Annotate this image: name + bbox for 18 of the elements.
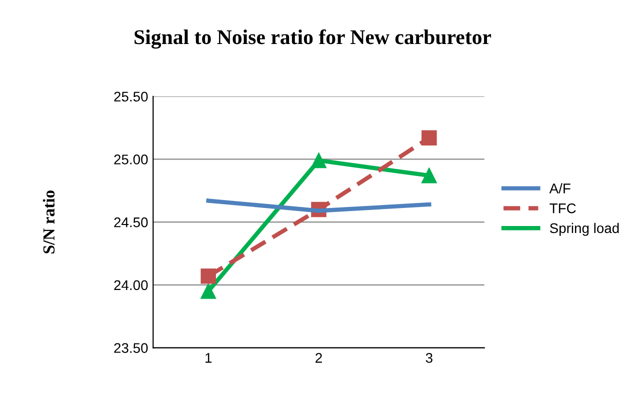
point [200,284,216,299]
chart-title: Signal to Noise ratio for New carburetor [134,29,492,49]
x-tick-label: 2 [316,353,322,363]
y-tick-label: 25.00 [114,154,148,164]
point [422,168,437,184]
legend-label: Spring load [550,222,619,236]
x-tick-label: 3 [426,353,432,363]
y-tick-label: 24.50 [114,217,148,228]
point [311,152,326,168]
point [422,130,437,146]
legend-label: A/F [549,183,570,194]
y-axis-title: S/N ratio [42,190,55,254]
y-tick-label: 23.50 [114,343,148,353]
legend-label: TFC [550,203,576,214]
y-tick-label: 25.50 [114,92,148,102]
point [200,268,216,284]
x-tick-label: 1 [206,353,212,363]
y-tick-label: 24.00 [114,280,148,290]
